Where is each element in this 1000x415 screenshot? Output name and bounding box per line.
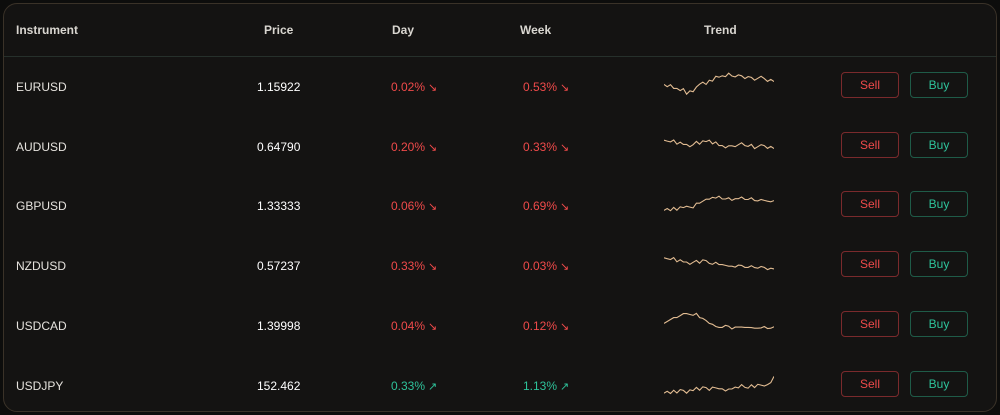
table-row: USDJPY 152.462 0.33% ↗ 1.13% ↗ Sell Buy [4,356,996,412]
price-value: 0.64790 [257,139,301,154]
buy-button[interactable]: Buy [910,310,968,337]
week-change-value: 0.03% [523,259,558,274]
buy-button[interactable]: Buy [910,251,968,278]
buy-button[interactable]: Buy [910,72,968,98]
instrument-table: Instrument Price Day Week Trend EURUSD 1.… [3,3,997,412]
trend-sparkline [664,256,774,271]
price-value: 1.15922 [257,80,301,94]
day-change: 0.33% ↘ [391,259,437,273]
day-change: 0.04% ↘ [391,319,437,333]
trend-arrow-icon: ↘ [428,261,438,274]
sell-button[interactable]: Sell [841,72,899,98]
trend-arrow-icon: ↘ [428,141,438,154]
header-day: Day [392,23,415,37]
header-trend: Trend [704,23,737,37]
trend-arrow-icon: ↗ [428,380,438,393]
trend-line [664,195,774,212]
day-change-value: 0.20% [391,139,426,154]
sell-button[interactable]: Sell [841,251,899,278]
trend-line [664,72,774,96]
instrument-name: NZDUSD [16,259,66,274]
week-change: 1.13% ↗ [523,379,569,393]
trend-line [664,312,774,330]
header-price: Price [264,23,294,37]
trend-sparkline [664,375,774,394]
sell-button[interactable]: Sell [841,310,899,337]
trend-line [664,375,774,394]
day-change-value: 0.06% [391,199,426,214]
trend-arrow-icon: ↘ [560,320,570,333]
trend-arrow-icon: ↘ [560,201,570,214]
week-change-value: 1.13% [523,378,558,393]
instrument-name: USDJPY [16,378,64,393]
week-change-value: 0.12% [523,318,558,333]
table-row: EURUSD 1.15922 0.02% ↘ 0.53% ↘ Sell Buy [4,57,996,116]
trend-arrow-icon: ↘ [560,261,570,274]
price-value: 1.39998 [257,318,301,333]
day-change: 0.06% ↘ [391,199,437,213]
sell-button[interactable]: Sell [841,370,899,397]
trend-arrow-icon: ↘ [428,320,438,333]
trend-sparkline [664,195,774,212]
table-header: Instrument Price Day Week Trend [4,4,996,57]
day-change: 0.20% ↘ [391,140,437,154]
day-change-value: 0.33% [391,378,426,393]
table-row: AUDUSD 0.64790 0.20% ↘ 0.33% ↘ Sell Buy [4,117,996,176]
day-change: 0.02% ↘ [391,80,437,94]
trend-arrow-icon: ↘ [560,82,570,94]
sell-button[interactable]: Sell [841,191,899,218]
trend-arrow-icon: ↘ [560,141,570,154]
trend-sparkline [664,312,774,330]
trend-sparkline [664,138,774,150]
week-change: 0.33% ↘ [523,140,569,154]
buy-button[interactable]: Buy [910,191,968,218]
trend-arrow-icon: ↗ [560,380,570,393]
week-change: 0.69% ↘ [523,199,569,213]
week-change-value: 0.33% [523,139,558,154]
instrument-name: GBPUSD [16,199,67,214]
instrument-name: AUDUSD [16,139,67,154]
instrument-name: USDCAD [16,318,67,333]
table-row: NZDUSD 0.57237 0.33% ↘ 0.03% ↘ Sell Buy [4,236,996,295]
week-change-value: 0.53% [523,80,558,94]
week-change-value: 0.69% [523,199,558,214]
header-instrument: Instrument [16,23,79,37]
price-value: 152.462 [257,378,301,393]
instrument-name: EURUSD [16,80,67,94]
trend-sparkline [664,72,774,96]
price-value: 1.33333 [257,199,301,214]
table-row: USDCAD 1.39998 0.04% ↘ 0.12% ↘ Sell Buy [4,296,996,355]
sell-button[interactable]: Sell [841,131,899,158]
trend-arrow-icon: ↘ [428,201,438,214]
week-change: 0.03% ↘ [523,259,569,273]
table-row: GBPUSD 1.33333 0.06% ↘ 0.69% ↘ Sell Buy [4,176,996,235]
day-change-value: 0.04% [391,318,426,333]
trend-line [664,256,774,271]
price-value: 0.57237 [257,259,301,274]
day-change-value: 0.02% [391,80,426,94]
header-week: Week [520,23,552,37]
trend-line [664,138,774,150]
buy-button[interactable]: Buy [910,131,968,158]
buy-button[interactable]: Buy [910,370,968,397]
day-change: 0.33% ↗ [391,379,437,393]
trend-arrow-icon: ↘ [428,82,438,94]
week-change: 0.53% ↘ [523,80,569,94]
day-change-value: 0.33% [391,259,426,274]
week-change: 0.12% ↘ [523,319,569,333]
